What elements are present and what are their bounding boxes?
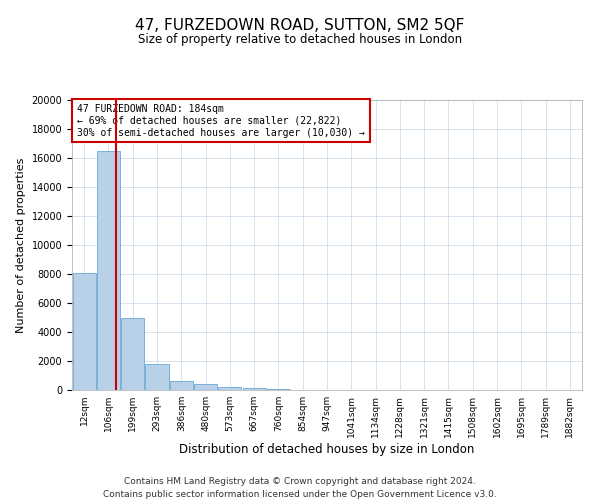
Bar (145, 364, 169, 390)
Bar (121, 318, 144, 390)
Bar (73, 274, 95, 390)
Text: Contains HM Land Registry data © Crown copyright and database right 2024.: Contains HM Land Registry data © Crown c… (124, 478, 476, 486)
Bar (218, 387, 241, 390)
Bar (194, 384, 217, 390)
X-axis label: Distribution of detached houses by size in London: Distribution of detached houses by size … (179, 442, 475, 456)
Text: Size of property relative to detached houses in London: Size of property relative to detached ho… (138, 32, 462, 46)
Bar (242, 388, 266, 390)
Text: 47 FURZEDOWN ROAD: 184sqm
← 69% of detached houses are smaller (22,822)
30% of s: 47 FURZEDOWN ROAD: 184sqm ← 69% of detac… (77, 104, 365, 138)
Bar (97, 151, 120, 390)
Bar (170, 382, 193, 390)
Bar (267, 388, 290, 390)
Text: Contains public sector information licensed under the Open Government Licence v3: Contains public sector information licen… (103, 490, 497, 499)
Text: 47, FURZEDOWN ROAD, SUTTON, SM2 5QF: 47, FURZEDOWN ROAD, SUTTON, SM2 5QF (136, 18, 464, 32)
Y-axis label: Number of detached properties: Number of detached properties (16, 158, 26, 332)
